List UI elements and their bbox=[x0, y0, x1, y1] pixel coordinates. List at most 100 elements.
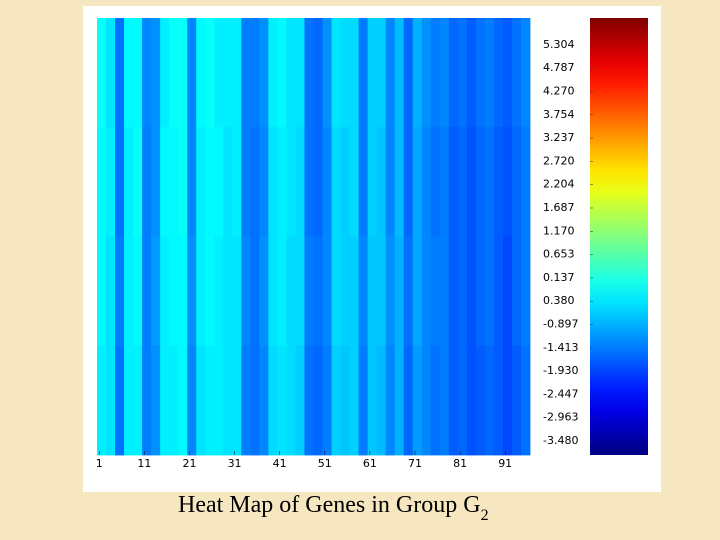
heat-cell bbox=[358, 18, 369, 128]
heat-cell bbox=[340, 18, 350, 128]
heat-cell bbox=[412, 236, 423, 347]
heat-cell bbox=[169, 18, 179, 128]
heat-cell bbox=[106, 18, 116, 128]
heat-cell bbox=[313, 127, 323, 237]
heat-cell bbox=[133, 18, 143, 128]
colorbar-tick-label: 1.170 bbox=[543, 224, 575, 237]
heat-cell bbox=[466, 127, 477, 237]
heat-cell bbox=[124, 345, 134, 456]
heat-cell bbox=[133, 236, 143, 347]
heat-cell bbox=[322, 345, 332, 456]
heat-cell bbox=[250, 18, 260, 128]
heat-cell bbox=[205, 127, 215, 237]
heat-cell bbox=[376, 236, 387, 347]
heat-cell bbox=[385, 345, 396, 456]
heat-cell bbox=[115, 127, 125, 237]
heat-cell bbox=[142, 18, 152, 128]
colorbar-tick-label: 4.270 bbox=[543, 85, 575, 98]
heat-cell bbox=[160, 345, 170, 456]
heat-cell bbox=[151, 127, 161, 237]
heat-cell bbox=[286, 236, 296, 347]
x-tick-label: 51 bbox=[318, 457, 332, 470]
heat-cell bbox=[187, 345, 197, 456]
heat-cell bbox=[502, 18, 513, 128]
heat-cell bbox=[430, 127, 441, 237]
heat-cell bbox=[313, 18, 323, 128]
heat-cell bbox=[511, 18, 522, 128]
colorbar-tick-label: 2.204 bbox=[543, 178, 575, 191]
heat-cell bbox=[394, 127, 405, 237]
heat-cell bbox=[421, 18, 432, 128]
heat-cell bbox=[160, 127, 170, 237]
heat-cell bbox=[448, 18, 459, 128]
heat-cell bbox=[484, 18, 495, 128]
heat-cell bbox=[457, 236, 468, 347]
heat-cell bbox=[169, 345, 179, 456]
heat-cell bbox=[502, 127, 513, 237]
heat-cell bbox=[232, 18, 242, 128]
heat-cell bbox=[448, 345, 459, 456]
colorbar-tick-label: -1.413 bbox=[543, 341, 578, 354]
heat-cell bbox=[493, 127, 504, 237]
heat-cell bbox=[511, 236, 522, 347]
heat-cell bbox=[97, 236, 107, 347]
heat-cell bbox=[259, 18, 269, 128]
heat-cell bbox=[322, 236, 332, 347]
colorbar-tick-label: 4.787 bbox=[543, 61, 575, 74]
heat-cell bbox=[223, 127, 233, 237]
colorbar-tick-label: 0.380 bbox=[543, 294, 575, 307]
heat-cell bbox=[340, 345, 350, 456]
heat-cell bbox=[304, 236, 314, 347]
heat-cell bbox=[268, 18, 278, 128]
heat-cell bbox=[250, 127, 260, 237]
heat-cell bbox=[295, 236, 305, 347]
heat-cell bbox=[277, 18, 287, 128]
heat-cell bbox=[205, 236, 215, 347]
heat-cell bbox=[214, 345, 224, 456]
x-tick-label: 11 bbox=[137, 457, 151, 470]
heat-cell bbox=[178, 345, 188, 456]
heat-cell bbox=[493, 236, 504, 347]
heat-cell bbox=[502, 345, 513, 456]
x-tick-label: 31 bbox=[228, 457, 242, 470]
heat-cell bbox=[520, 18, 531, 128]
heat-cell bbox=[367, 127, 378, 237]
heat-cell bbox=[484, 127, 495, 237]
heat-cell bbox=[502, 236, 513, 347]
heat-cell bbox=[142, 345, 152, 456]
colorbar-tick-label: -0.897 bbox=[543, 318, 578, 331]
heat-cell bbox=[232, 127, 242, 237]
heat-cell bbox=[403, 127, 414, 237]
heat-cell bbox=[466, 18, 477, 128]
heat-cell bbox=[394, 236, 405, 347]
heat-cell bbox=[511, 127, 522, 237]
heat-cell bbox=[358, 127, 369, 237]
heat-cell bbox=[385, 236, 396, 347]
heat-cell bbox=[223, 345, 233, 456]
heat-cell bbox=[475, 345, 486, 456]
x-tick-label: 91 bbox=[498, 457, 512, 470]
heat-cell bbox=[187, 236, 197, 347]
heat-cell bbox=[160, 236, 170, 347]
heat-cell bbox=[277, 236, 287, 347]
x-tick-label: 41 bbox=[273, 457, 287, 470]
heat-cell bbox=[196, 236, 206, 347]
heat-cell bbox=[403, 18, 414, 128]
heat-cell bbox=[349, 345, 360, 456]
heat-cell bbox=[241, 127, 251, 237]
heat-cell bbox=[430, 345, 441, 456]
heat-cell bbox=[268, 236, 278, 347]
heatmap: 1 11 21 31 41 51 61 71 81 91 bbox=[96, 18, 531, 470]
heat-cell bbox=[97, 18, 107, 128]
heat-cell bbox=[340, 127, 350, 237]
heat-cell bbox=[223, 236, 233, 347]
heat-cell bbox=[349, 236, 360, 347]
heat-cell bbox=[457, 345, 468, 456]
colorbar-tick-label: 0.137 bbox=[543, 271, 575, 284]
heat-cell bbox=[160, 18, 170, 128]
heat-cell bbox=[367, 18, 378, 128]
heat-cell bbox=[286, 345, 296, 456]
heat-cell bbox=[106, 127, 116, 237]
heat-cell bbox=[448, 236, 459, 347]
